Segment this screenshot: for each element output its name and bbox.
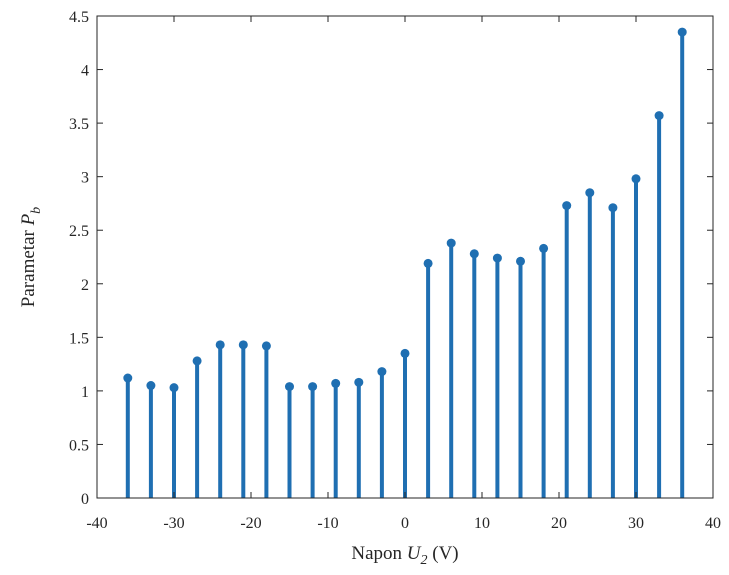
stem-marker (215, 340, 225, 350)
y-tick-label: 3 (81, 170, 89, 187)
x-tick-label: -20 (240, 515, 261, 532)
stem-marker (238, 340, 248, 350)
stem-marker (469, 249, 479, 259)
stem-marker (123, 373, 133, 383)
y-tick-label: 2.5 (69, 223, 89, 240)
stem-marker (377, 367, 387, 377)
stem-marker (146, 381, 156, 391)
x-tick-label: 10 (474, 515, 490, 532)
stem-marker (631, 174, 641, 184)
y-tick-label: 0.5 (69, 437, 89, 454)
stem-marker (192, 356, 202, 366)
x-tick-label: 30 (628, 515, 644, 532)
x-tick-label: -10 (317, 515, 338, 532)
x-tick-label: 0 (401, 515, 409, 532)
stem-marker (677, 27, 687, 37)
stem-marker (308, 382, 318, 392)
stem-marker (169, 383, 179, 393)
x-axis-label: Napon U2 (V) (351, 543, 458, 568)
y-tick-label: 3.5 (69, 116, 89, 133)
stem-marker (423, 258, 433, 268)
stem-marker (446, 238, 456, 248)
y-tick-label: 1 (81, 384, 89, 401)
x-tick-label: 20 (551, 515, 567, 532)
stem-marker (654, 111, 664, 121)
stem-marker (516, 256, 525, 266)
y-tick-label: 2 (81, 277, 89, 294)
stem-marker (285, 382, 294, 392)
x-tick-label: 40 (705, 515, 721, 532)
stem-marker (562, 201, 572, 211)
y-tick-label: 4 (81, 63, 89, 80)
stem-marker (261, 341, 271, 351)
y-tick-label: 1.5 (69, 330, 89, 347)
stem-marker (608, 203, 618, 213)
stem-marker (492, 253, 502, 263)
y-tick-label: 4.5 (69, 9, 89, 26)
y-axis-label: Parametar Pb (18, 207, 44, 307)
x-tick-label: -30 (163, 515, 184, 532)
stem-marker (354, 377, 364, 387)
stem-marker (400, 348, 410, 358)
y-tick-label: 0 (81, 491, 89, 508)
stems-group (123, 27, 687, 498)
ticks-group: -40 -30 -20 -10 0 10 20 30 40 0 0.5 1 1.5 2 2.5 3 3.5 4 4.… (69, 9, 721, 532)
stem-marker (539, 243, 549, 253)
stem-marker (331, 378, 341, 388)
x-tick-label: -40 (86, 515, 107, 532)
stem-marker (585, 188, 595, 198)
